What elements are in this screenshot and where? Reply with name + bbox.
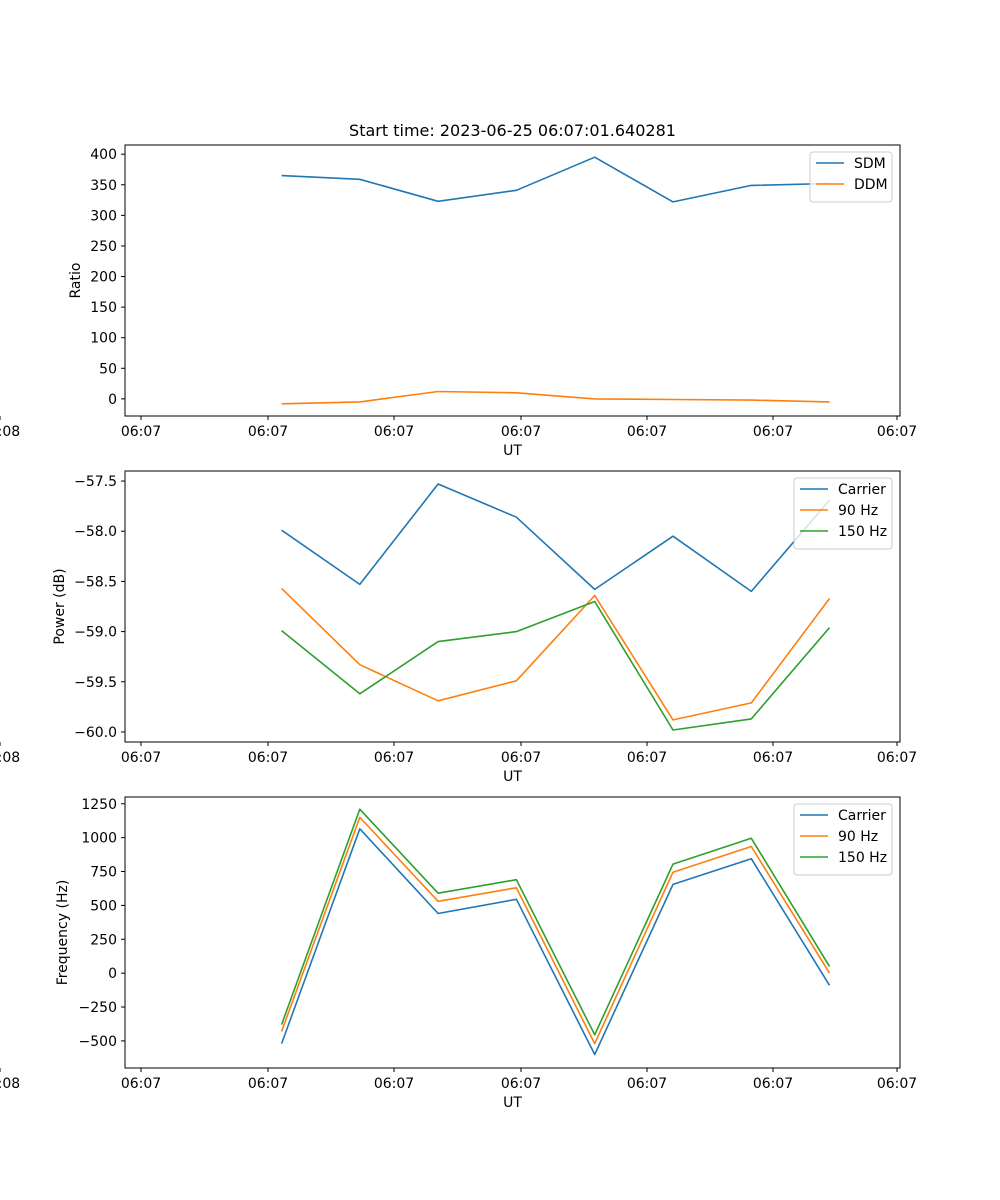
y-tick-label: 250 [90,932,117,948]
legend-label: 90 Hz [838,829,878,845]
y-tick-label: 250 [90,239,117,255]
x-tick-label: 06:07 [121,1076,161,1092]
x-tick-label: 06:07 [877,1076,917,1092]
series-line-150-hz [280,808,831,1036]
y-tick-label: 500 [90,898,117,914]
x-axis-label: UT [503,1095,522,1111]
y-tick-label: −59.0 [74,625,117,641]
legend-label: Carrier [838,482,886,498]
chart-panels: 06:07 06:07 06:07 06:07 06:07 06:07 06:07 06:08… [0,144,917,1111]
chart-panel-2: 06:07 06:07 06:07 06:07 06:07 06:07 06:07 06:08… [0,470,917,785]
x-tick-label: 06:07 [877,424,917,440]
legend-label: Carrier [838,808,886,824]
x-tick-label: 06:07 [374,424,414,440]
y-tick-label: 50 [99,361,117,377]
axes-frame [124,470,901,743]
y-tick-label: 400 [90,147,117,163]
x-tick-label: 06:07 [501,750,541,766]
x-tick-label: 06:07 [627,424,667,440]
legend-label: 150 Hz [838,524,887,540]
y-tick-label: 1250 [81,797,117,813]
legend: Carrier 90 Hz 150 Hz [793,803,893,876]
series-line-ddm [281,390,830,405]
y-tick-label: −59.5 [74,675,117,691]
y-tick-label: 100 [90,331,117,347]
x-axis-label: UT [503,769,522,785]
x-tick-label: 06:07 [753,750,793,766]
x-tick-label: 06:08 [0,1076,20,1092]
x-tick-label: 06:07 [501,424,541,440]
x-tick-label: 06:08 [0,750,20,766]
y-tick-label: −58.0 [74,524,117,540]
series-line-carrier [280,827,831,1056]
x-tick-label: 06:07 [501,1076,541,1092]
y-tick-label: 1000 [81,831,117,847]
x-tick-label: 06:07 [121,750,161,766]
legend-label: DDM [854,177,888,193]
y-tick-label: −500 [79,1034,117,1050]
series-line-150-hz [281,600,831,731]
y-tick-label: −250 [79,1000,117,1016]
legend-label: 90 Hz [838,503,878,519]
y-tick-label: 350 [90,178,117,194]
x-tick-label: 06:07 [248,1076,288,1092]
x-tick-label: 06:07 [753,1076,793,1092]
x-tick-label: 06:07 [877,750,917,766]
x-tick-label: 06:07 [753,424,793,440]
y-tick-label: 0 [108,966,117,982]
chart-panel-3: 06:07 06:07 06:07 06:07 06:07 06:07 06:07 06:08… [0,796,917,1111]
x-tick-label: 06:07 [248,424,288,440]
series-line-90-hz [281,587,831,721]
y-axis-label: Power (dB) [52,568,68,644]
axes-frame [124,796,901,1069]
y-axis-label: Ratio [68,263,84,299]
series-line-carrier [281,483,831,593]
y-tick-label: −58.5 [74,574,117,590]
legend: Carrier 90 Hz 150 Hz [793,477,893,550]
legend-box [809,151,893,203]
x-axis-label: UT [503,443,522,459]
legend-label: SDM [854,156,886,172]
y-tick-label: −60.0 [74,725,117,741]
figure-title: Start time: 2023-06-25 06:07:01.640281 [349,121,676,140]
series-line-sdm [281,156,830,203]
legend-label: 150 Hz [838,850,887,866]
x-tick-label: 06:07 [627,1076,667,1092]
y-tick-label: 300 [90,208,117,224]
x-tick-label: 06:07 [374,1076,414,1092]
x-tick-label: 06:07 [121,424,161,440]
chart-panel-1: 06:07 06:07 06:07 06:07 06:07 06:07 06:07 06:08… [0,144,917,459]
y-axis-label: Frequency (Hz) [55,880,71,986]
x-tick-label: 06:08 [0,424,20,440]
x-tick-label: 06:07 [248,750,288,766]
axes-frame [124,144,901,417]
y-tick-label: −57.5 [74,474,117,490]
x-tick-label: 06:07 [374,750,414,766]
y-tick-label: 0 [108,392,117,408]
legend: SDM DDM [809,151,893,203]
x-tick-label: 06:07 [627,750,667,766]
y-tick-label: 150 [90,300,117,316]
series-line-90-hz [280,816,831,1045]
y-tick-label: 750 [90,865,117,881]
y-tick-label: 200 [90,270,117,286]
